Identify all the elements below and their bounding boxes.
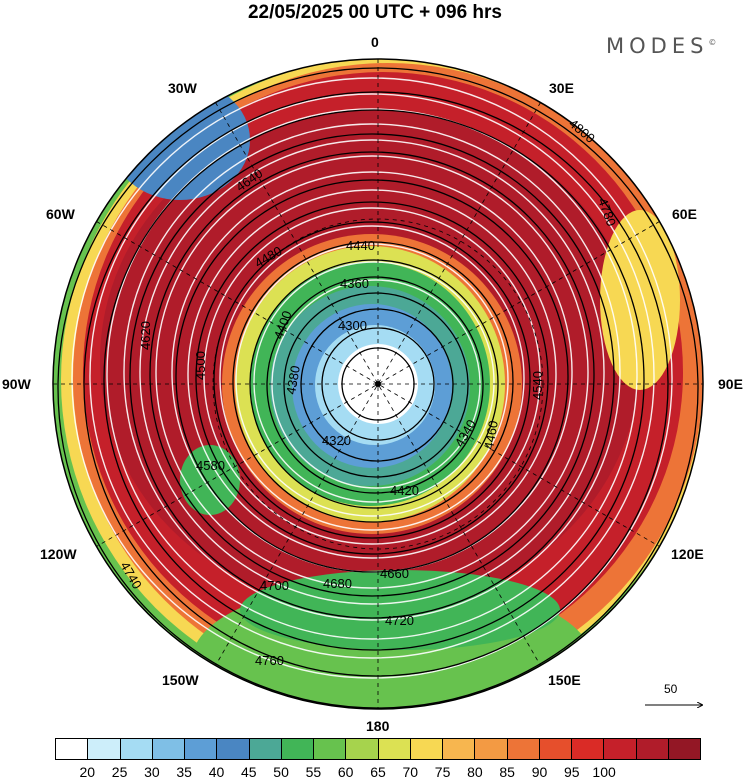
lon-label-90e: 90E: [718, 376, 743, 392]
map-boundary: [52, 58, 704, 710]
wind-streamlines: [71, 77, 673, 679]
colorbar-swatch: [378, 739, 411, 759]
colorbar-swatch: [88, 739, 121, 759]
colorbar-swatch: [604, 739, 637, 759]
pole-marker: [375, 381, 381, 387]
colorbar-swatch: [668, 739, 700, 759]
graticule: [53, 59, 703, 709]
colorbar-swatch: [314, 739, 347, 759]
colorbar-swatch: [475, 739, 508, 759]
colorbar-swatch: [185, 739, 218, 759]
colorbar-swatch: [636, 739, 669, 759]
colorbar-swatch: [410, 739, 443, 759]
colorbar-tick-label: 95: [564, 764, 580, 780]
lon-label-30e: 30E: [549, 80, 574, 96]
colorbar-swatch: [281, 739, 314, 759]
contour-label: 4760: [255, 653, 284, 668]
contour-label: 4500: [193, 351, 208, 380]
colorbar-tick-label: 50: [273, 764, 289, 780]
lon-label-120w: 120W: [40, 546, 77, 562]
colorbar-tick-label: 80: [467, 764, 483, 780]
brand-logo: MODES©: [606, 34, 717, 58]
colorbar-swatch: [56, 739, 89, 759]
contour-label: 4380: [283, 364, 303, 395]
lon-label-150w: 150W: [162, 672, 199, 688]
colorbar-tick-label: 75: [434, 764, 451, 780]
contour-label: 4320: [322, 433, 351, 448]
colorbar-swatch: [539, 739, 572, 759]
colorbar-swatch: [572, 739, 605, 759]
colorbar-tick-label: 25: [111, 764, 128, 780]
colorbar-tick-label: 90: [531, 764, 548, 780]
colorbar-swatch: [217, 739, 250, 759]
colorbar-tick-label: 60: [337, 764, 354, 780]
lon-label-60w: 60W: [46, 206, 75, 222]
contour-label: 4440: [346, 238, 375, 253]
colorbar-tick-label: 65: [370, 764, 386, 780]
contour-label: 4720: [385, 613, 414, 628]
colorbar-tick-label: 55: [305, 764, 322, 780]
contour-label: 4580: [196, 458, 225, 473]
map-title: 22/05/2025 00 UTC + 096 hrs: [247, 2, 503, 23]
contour-label: 4660: [380, 566, 409, 581]
colorbar-swatch: [346, 739, 379, 759]
lon-label-120e: 120E: [671, 546, 704, 562]
colorbar-tick-label: 85: [499, 764, 515, 780]
colorbar-swatch: [507, 739, 540, 759]
colorbar-tick-label: 70: [402, 764, 419, 780]
lon-label-30w: 30W: [168, 80, 197, 96]
colorbar-tick-label: 40: [208, 764, 225, 780]
east-yellow-area: [600, 210, 680, 390]
colorbar-swatch: [120, 739, 153, 759]
contour-label: 4680: [323, 576, 352, 591]
contour-label: 4360: [340, 276, 369, 291]
green-patch-west: [180, 445, 240, 515]
reference-vector-label: 50: [664, 682, 678, 696]
colorbar-tick-label: 100: [592, 764, 616, 780]
lon-label-180: 180: [366, 718, 390, 734]
contour-label: 4700: [260, 578, 289, 593]
colorbar-tick-label: 35: [176, 764, 192, 780]
lon-label-0: 0: [371, 34, 379, 50]
contour-label: 4460: [481, 419, 501, 450]
colorbar-swatch: [249, 739, 282, 759]
lon-label-150e: 150E: [548, 672, 581, 688]
lon-label-60e: 60E: [672, 206, 697, 222]
colorbar-tick-label: 45: [241, 764, 257, 780]
contour-label: 4420: [390, 483, 419, 498]
wind-speed-colorbar: [55, 738, 701, 760]
colorbar-tick-label: 20: [79, 764, 96, 780]
contour-label: 4620: [138, 321, 153, 350]
height-contours: [57, 67, 699, 709]
contour-label: 4300: [338, 318, 367, 333]
colorbar-swatch: [443, 739, 476, 759]
contour-label: 4540: [530, 371, 545, 400]
colorbar-swatch: [152, 739, 185, 759]
northwest-blue-area: [110, 80, 250, 200]
colorbar-tick-label: 30: [144, 764, 160, 780]
lon-label-90w: 90W: [2, 376, 31, 392]
